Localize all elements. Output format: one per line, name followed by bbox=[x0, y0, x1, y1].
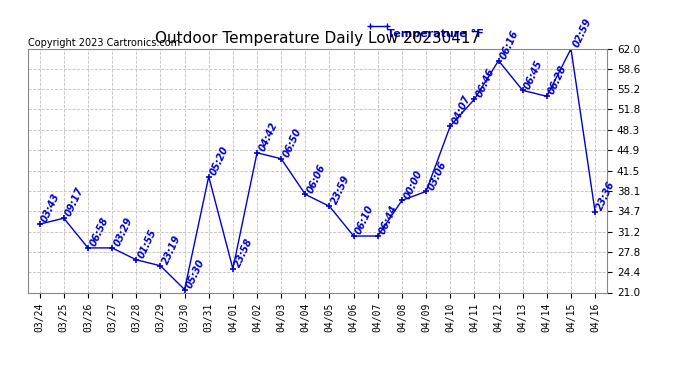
Text: 04:42: 04:42 bbox=[257, 121, 279, 153]
Text: Copyright 2023 Cartronics.com: Copyright 2023 Cartronics.com bbox=[28, 38, 179, 48]
Text: 01:55: 01:55 bbox=[136, 228, 159, 260]
Text: 23:36: 23:36 bbox=[595, 180, 618, 212]
Text: 05:30: 05:30 bbox=[184, 257, 207, 290]
Text: 05:20: 05:20 bbox=[208, 144, 231, 177]
Text: 06:45: 06:45 bbox=[523, 58, 545, 90]
Text: 06:44: 06:44 bbox=[378, 204, 400, 236]
Text: 06:28: 06:28 bbox=[546, 64, 569, 96]
Text: 03:29: 03:29 bbox=[112, 216, 135, 248]
Text: 06:46: 06:46 bbox=[475, 67, 497, 99]
Text: 23:59: 23:59 bbox=[330, 174, 352, 206]
Text: 23:19: 23:19 bbox=[160, 234, 183, 266]
Text: 06:16: 06:16 bbox=[498, 28, 521, 61]
Text: 23:58: 23:58 bbox=[233, 237, 255, 269]
Text: 06:06: 06:06 bbox=[305, 162, 328, 194]
Text: 02:59: 02:59 bbox=[571, 16, 593, 49]
Text: 03:43: 03:43 bbox=[39, 192, 62, 224]
Text: 06:58: 06:58 bbox=[88, 216, 110, 248]
Text: 06:50: 06:50 bbox=[282, 126, 304, 159]
Text: Temperature °F: Temperature °F bbox=[387, 29, 484, 39]
Text: 06:10: 06:10 bbox=[353, 204, 376, 236]
Title: Outdoor Temperature Daily Low 20230417: Outdoor Temperature Daily Low 20230417 bbox=[155, 31, 480, 46]
Text: 00:00: 00:00 bbox=[402, 168, 424, 200]
Text: 09:17: 09:17 bbox=[63, 186, 86, 218]
Text: 04:07: 04:07 bbox=[450, 94, 473, 126]
Text: 03:06: 03:06 bbox=[426, 159, 449, 191]
